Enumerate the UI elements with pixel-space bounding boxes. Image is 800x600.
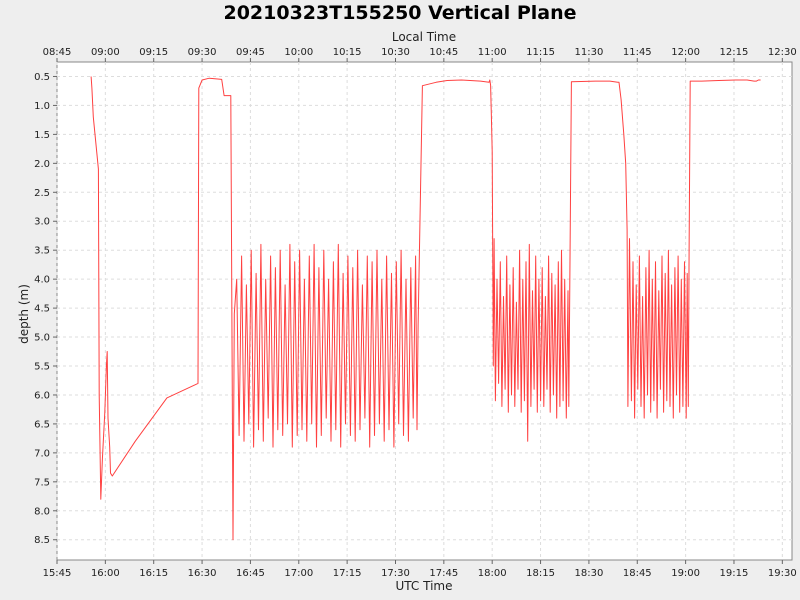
x-tick-label: 17:30 <box>381 568 410 579</box>
x-tick-label: 17:00 <box>284 568 313 579</box>
x2-tick-label: 09:15 <box>139 47 168 58</box>
x-tick-label: 15:45 <box>43 568 72 579</box>
series-layer <box>90 76 761 541</box>
x2-tick-label: 11:45 <box>623 47 652 58</box>
y-tick-label: 8.5 <box>34 535 50 546</box>
x-tick-label: 16:15 <box>139 568 168 579</box>
x2-tick-label: 08:45 <box>43 47 72 58</box>
grid-lines <box>56 62 792 560</box>
x-tick-label: 19:15 <box>720 568 749 579</box>
x2-tick-label: 10:45 <box>429 47 458 58</box>
chart-title: 20210323T155250 Vertical Plane <box>223 2 576 24</box>
y-tick-label: 8.0 <box>34 506 50 517</box>
x-tick-label: 19:30 <box>768 568 797 579</box>
x-tick-label: 16:30 <box>188 568 217 579</box>
y-tick-label: 4.5 <box>34 304 50 315</box>
utc-time-axis-label: UTC Time <box>396 579 453 593</box>
y-tick-label: 4.0 <box>34 275 50 286</box>
x2-tick-label: 10:15 <box>333 47 362 58</box>
x-tick-label: 17:15 <box>333 568 362 579</box>
x-tick-label: 18:15 <box>526 568 555 579</box>
x2-tick-label: 11:00 <box>478 47 507 58</box>
x2-tick-label: 12:15 <box>720 47 749 58</box>
x2-tick-label: 12:00 <box>671 47 700 58</box>
x2-tick-label: 11:15 <box>526 47 555 58</box>
y-tick-label: 3.0 <box>34 217 50 228</box>
depth-series-line <box>90 76 761 541</box>
x-tick-label: 19:00 <box>671 568 700 579</box>
y-tick-label: 0.5 <box>34 72 50 83</box>
x-tick-label: 18:30 <box>574 568 603 579</box>
y-tick-label: 1.5 <box>34 130 50 141</box>
x-tick-label: 17:45 <box>429 568 458 579</box>
x-tick-label: 16:00 <box>91 568 120 579</box>
x2-tick-label: 10:30 <box>381 47 410 58</box>
x2-tick-label: 09:30 <box>188 47 217 58</box>
y-tick-label: 3.5 <box>34 246 50 257</box>
x-tick-label: 18:00 <box>478 568 507 579</box>
y-tick-label: 7.0 <box>34 448 50 459</box>
depth-axis-label: depth (m) <box>17 284 31 344</box>
x-tick-label: 18:45 <box>623 568 652 579</box>
x2-tick-label: 09:45 <box>236 47 265 58</box>
x2-tick-label: 12:30 <box>768 47 797 58</box>
y-tick-label: 5.0 <box>34 333 50 344</box>
y-tick-label: 6.0 <box>34 390 50 401</box>
y-tick-label: 5.5 <box>34 362 50 373</box>
x-tick-label: 16:45 <box>236 568 265 579</box>
y-tick-label: 2.5 <box>34 188 50 199</box>
y-tick-label: 6.5 <box>34 419 50 430</box>
x2-tick-label: 10:00 <box>284 47 313 58</box>
y-tick-label: 7.5 <box>34 477 50 488</box>
y-tick-label: 2.0 <box>34 159 50 170</box>
y-tick-label: 1.0 <box>34 101 50 112</box>
axis-ticks: 15:45 08:45 16:00 09:00 16:15 09:15 16:30 09:30… <box>34 47 797 579</box>
x2-tick-label: 11:30 <box>574 47 603 58</box>
x2-tick-label: 09:00 <box>91 47 120 58</box>
local-time-axis-label: Local Time <box>392 30 456 44</box>
